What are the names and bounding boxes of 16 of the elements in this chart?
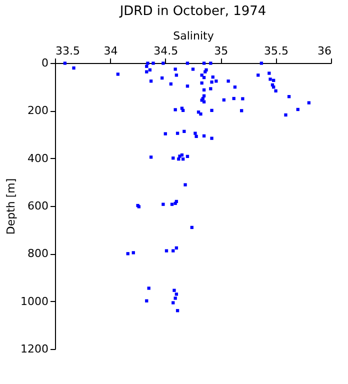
x-tick-label: 36 — [318, 44, 332, 58]
y-tick-label: 1000 — [20, 294, 48, 308]
x-tick-label: 34.5 — [154, 44, 178, 58]
x-tick-label: 35.5 — [264, 44, 289, 58]
x-axis-title: Salinity — [173, 30, 214, 42]
y-tick-label: 1200 — [20, 342, 48, 356]
y-tick-label: 800 — [28, 247, 48, 260]
x-tick-label: 35 — [214, 44, 228, 58]
chart-title: JDRD in October, 1974 — [118, 4, 266, 19]
x-tick-label: 33.5 — [56, 44, 80, 58]
y-tick-label: 400 — [28, 152, 48, 165]
y-axis-title: Depth [m] — [4, 178, 18, 235]
x-tick-label: 34 — [104, 44, 118, 58]
y-tick-label: 200 — [28, 104, 48, 118]
y-tick-label: 600 — [28, 200, 48, 212]
y-tick-label: 0 — [42, 56, 48, 70]
